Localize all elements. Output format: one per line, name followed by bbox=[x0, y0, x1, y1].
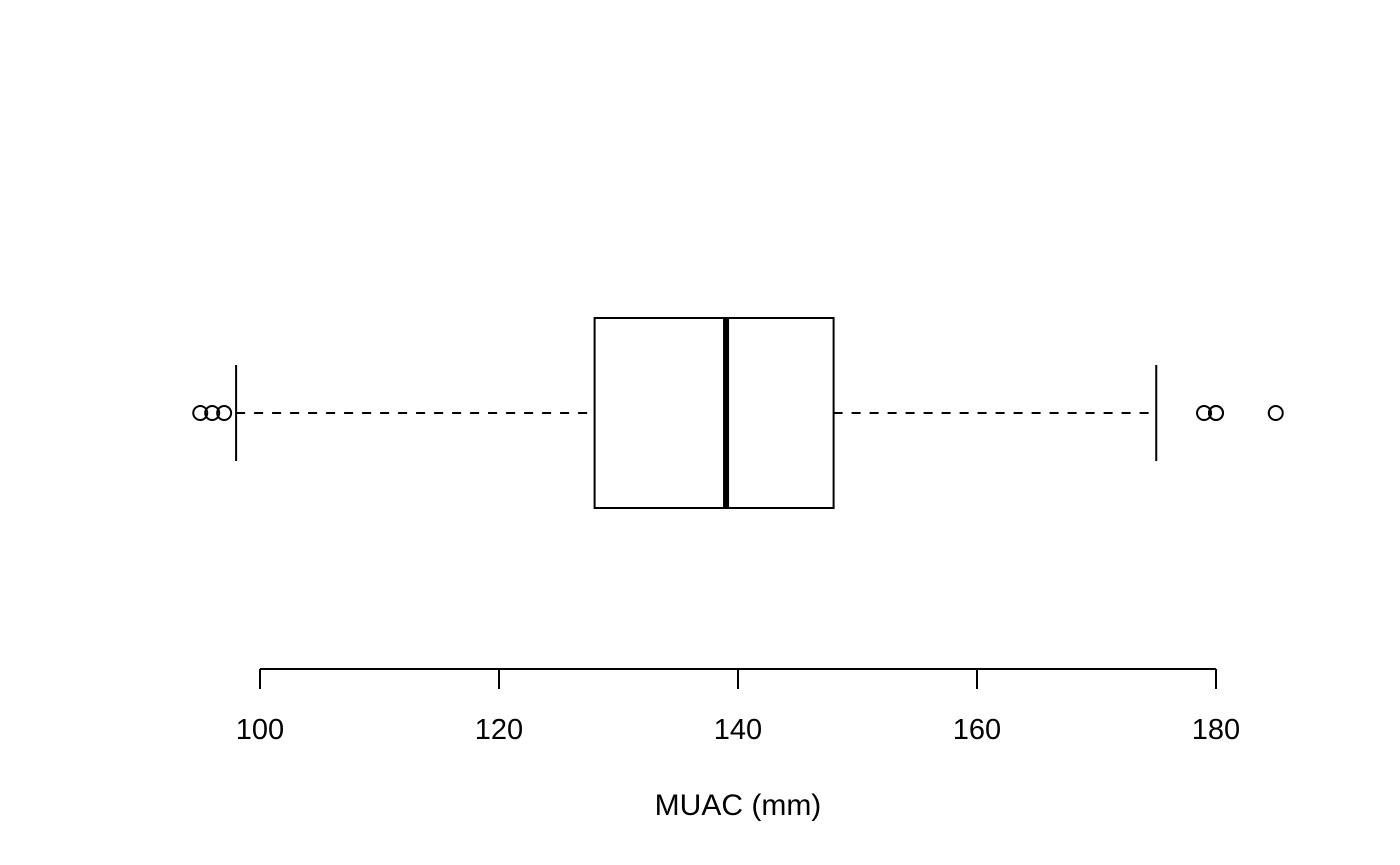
x-tick-label-140: 140 bbox=[714, 714, 762, 746]
plot-area bbox=[192, 317, 1284, 509]
outlier-point-1 bbox=[204, 405, 221, 421]
iqr-box bbox=[593, 317, 835, 509]
outlier-point-2 bbox=[216, 405, 233, 421]
x-axis: 100 120 140 160 180 bbox=[236, 668, 1240, 746]
x-tick-label-100: 100 bbox=[236, 714, 284, 746]
x-tick-label-160: 160 bbox=[953, 714, 1001, 746]
x-axis-label: MUAC (mm) bbox=[655, 789, 822, 822]
outlier-point-0 bbox=[192, 405, 209, 421]
outlier-point-5 bbox=[1208, 405, 1224, 421]
outlier-point-3 bbox=[1196, 405, 1213, 421]
x-tick-label-120: 120 bbox=[475, 714, 523, 746]
outlier-point-6 bbox=[1267, 405, 1284, 421]
x-tick-label-180: 180 bbox=[1192, 714, 1240, 746]
